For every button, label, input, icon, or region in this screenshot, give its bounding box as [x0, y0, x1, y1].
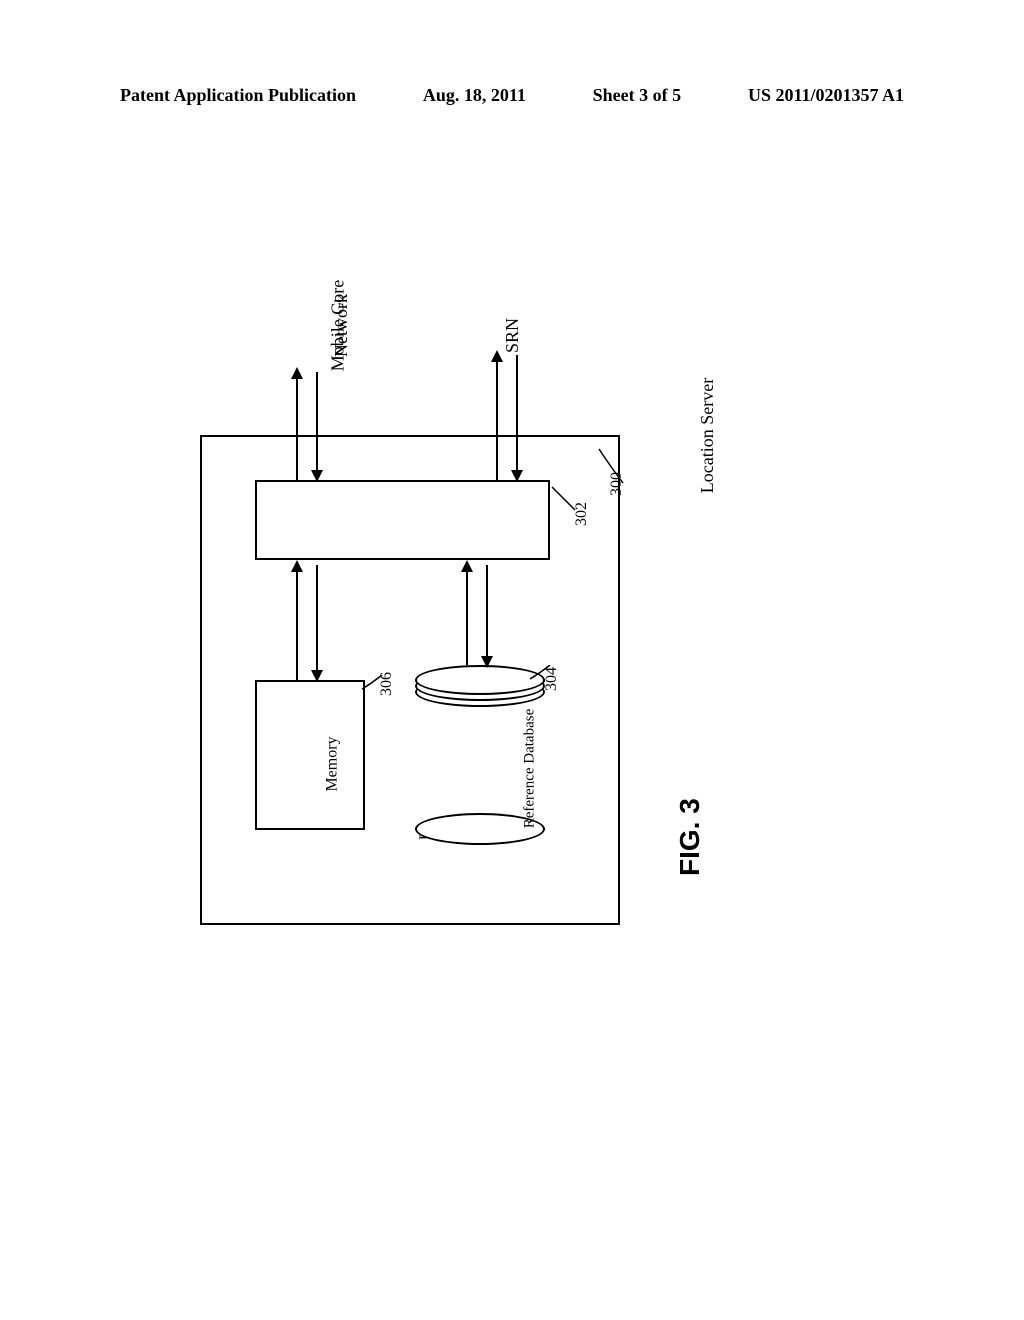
arrow-mcn-processor: [296, 372, 298, 480]
arrow-proc-db: [466, 565, 468, 665]
arrow-proc-db-2: [486, 565, 488, 665]
header-right: US 2011/0201357 A1: [748, 85, 904, 106]
srn-label: SRN: [502, 318, 523, 353]
location-server-label: Location Server: [697, 378, 718, 493]
diagram: Location Server 300 Processor 302 Memory…: [200, 300, 660, 1000]
arrow-head: [491, 350, 503, 362]
ref-302-leader: [550, 485, 580, 515]
figure-label: FIG. 3: [674, 798, 706, 876]
header-left: Patent Application Publication: [120, 85, 356, 106]
ref-306-leader: [360, 675, 385, 695]
header-date: Aug. 18, 2011: [423, 85, 526, 106]
arrow-head: [291, 367, 303, 379]
arrow-proc-memory: [296, 565, 298, 680]
arrow-srn-processor-2: [516, 355, 518, 480]
arrow-head: [291, 560, 303, 572]
arrow-srn-processor: [496, 355, 498, 480]
memory-box: [255, 680, 365, 830]
processor-box: [255, 480, 550, 560]
arrow-head: [481, 656, 493, 668]
network-label: Network: [331, 294, 352, 357]
header-sheet: Sheet 3 of 5: [593, 85, 682, 106]
arrow-head: [461, 560, 473, 572]
ref-300-leader: [595, 445, 625, 485]
memory-label: Memory: [324, 736, 342, 791]
database-label: Reference Database: [521, 709, 538, 829]
arrow-head: [511, 470, 523, 482]
page-header: Patent Application Publication Aug. 18, …: [0, 85, 1024, 106]
ref-304-leader: [528, 665, 553, 685]
arrow-head: [311, 670, 323, 682]
arrow-head: [311, 470, 323, 482]
arrow-proc-memory-2: [316, 565, 318, 680]
arrow-mcn-processor-2: [316, 372, 318, 480]
